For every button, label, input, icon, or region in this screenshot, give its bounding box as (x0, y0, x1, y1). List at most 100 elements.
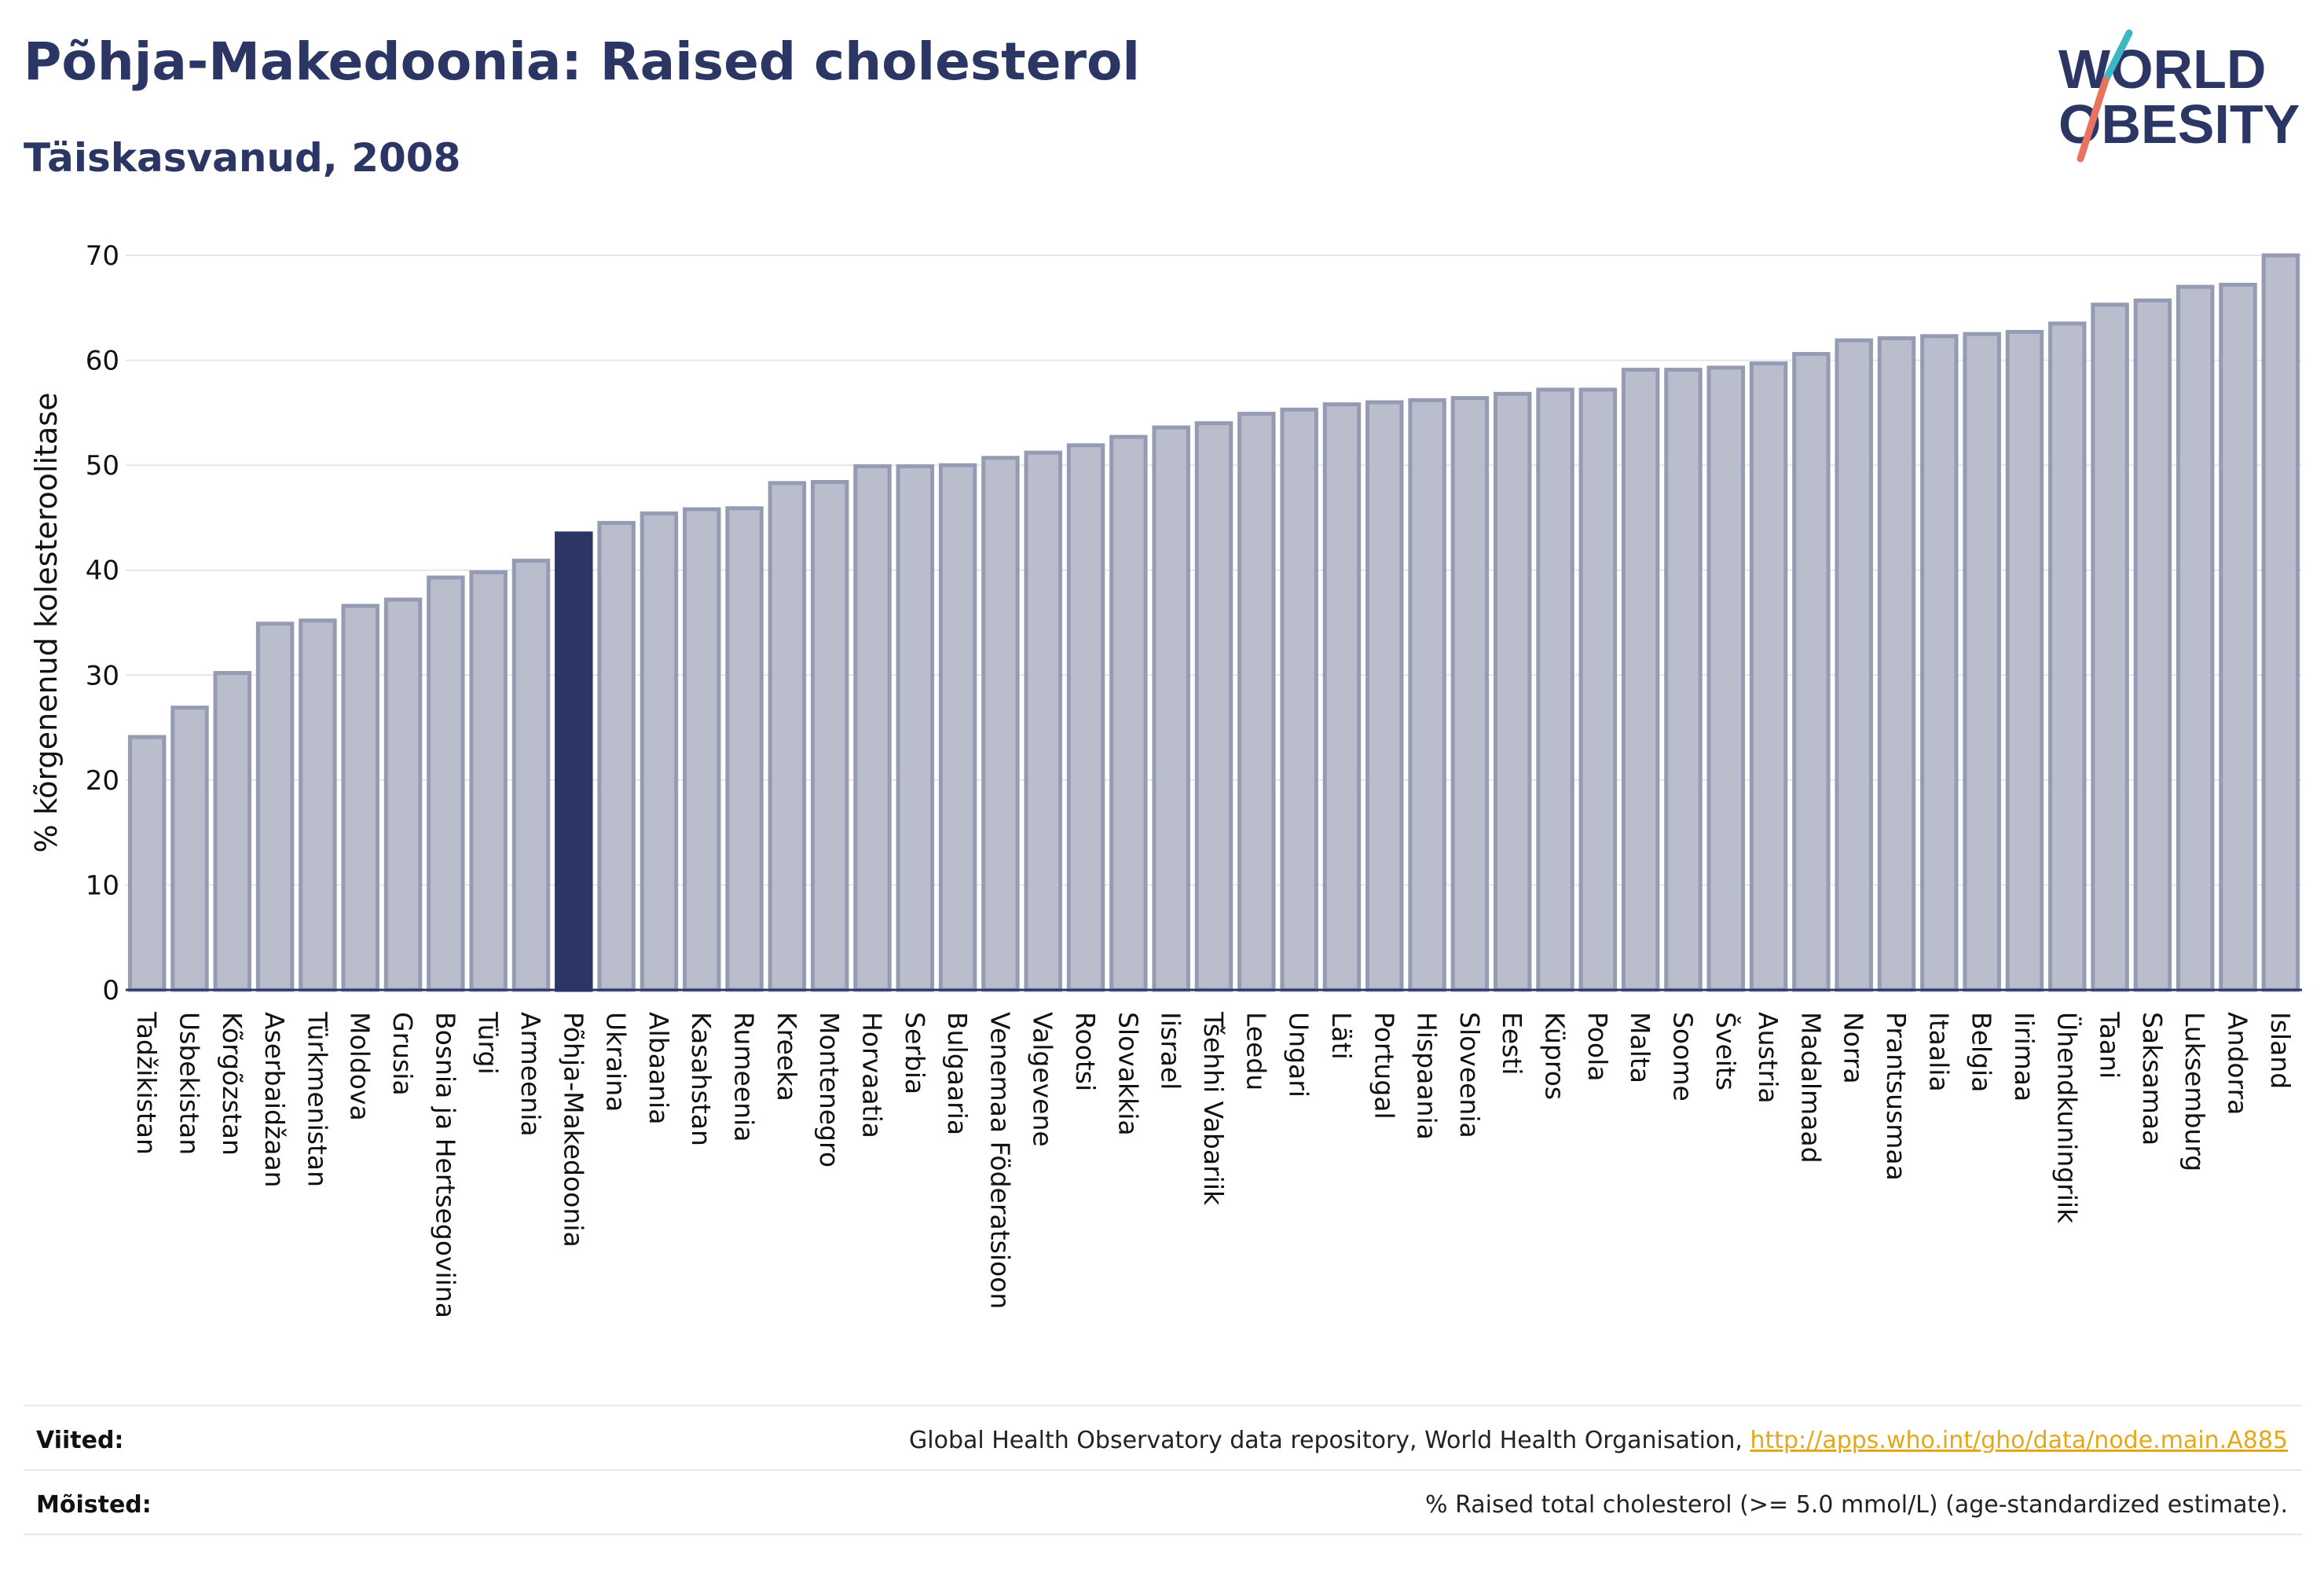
y-tick-label: 40 (86, 555, 119, 587)
bar (1536, 387, 1574, 992)
bar (2219, 282, 2257, 992)
x-tick-label: Saksamaa (2137, 1012, 2168, 1145)
bar (896, 464, 935, 992)
bar-highlight (555, 531, 593, 992)
x-tick-label: Bulgaaria (942, 1012, 973, 1135)
x-tick-label: Türgi (473, 1011, 504, 1075)
x-tick-label: Albaania (643, 1012, 674, 1124)
bar (2133, 298, 2172, 992)
y-tick-label: 60 (86, 346, 119, 377)
x-tick-label: Portugal (1369, 1012, 1399, 1120)
page-subtitle: Täiskasvanud, 2008 (24, 135, 461, 181)
x-tick-label: Luksemburg (2179, 1012, 2210, 1171)
svg-text:WORLD: WORLD (2058, 38, 2266, 100)
x-tick-label: Usbekistan (174, 1012, 204, 1155)
bar (938, 463, 977, 992)
footer-divider (24, 1469, 2302, 1471)
x-tick-label: Norra (1838, 1012, 1869, 1084)
x-tick-label: Tadžikistan (131, 1011, 162, 1155)
x-tick-label: Taani (2095, 1011, 2125, 1079)
bar (1322, 402, 1362, 992)
bar (1920, 334, 1959, 992)
x-tick-label: Valgevene (1028, 1012, 1058, 1147)
x-tick-label: Andorra (2223, 1012, 2253, 1115)
bar (1792, 352, 1831, 992)
bar (1365, 400, 1404, 992)
bar (1963, 332, 2001, 992)
y-axis-label: % kõrgenenud kolesteroolitase (29, 392, 64, 852)
x-tick-label: Slovakkia (1113, 1012, 1143, 1136)
x-tick-label: Madalmaad (1795, 1012, 1826, 1164)
definitions-label: Mõisted: (36, 1491, 152, 1519)
bar (2176, 284, 2215, 992)
x-tick-label: Bosnia ja Hertsegoviina (430, 1012, 460, 1318)
bar (127, 735, 167, 992)
x-tick-label: Põhja-Makedoonia (558, 1012, 588, 1248)
bar (1578, 387, 1618, 992)
footer-divider (24, 1405, 2302, 1406)
x-tick-label: Kasahstan (686, 1012, 717, 1146)
x-tick-label: Serbia (900, 1012, 930, 1094)
x-tick-label: Venemaa Föderatsioon (984, 1012, 1015, 1309)
x-tick-label: Austria (1753, 1012, 1783, 1104)
x-tick-label: Rootsi (1070, 1012, 1101, 1091)
bar (981, 456, 1020, 992)
x-tick-label: Tšehhi Vabariik (1198, 1011, 1229, 1206)
bar (383, 597, 423, 992)
x-tick-label: Šveits (1710, 1012, 1742, 1090)
y-tick-label: 20 (86, 765, 119, 797)
x-tick-label: Ühendkuningriik (2051, 1012, 2083, 1224)
x-tick-labels: Tadžikistan Usbekistan Kõrgõzstan Aserbaidž… (131, 1011, 2296, 1318)
y-tick-label: 50 (86, 450, 119, 482)
bar (2091, 302, 2129, 992)
x-tick-label: Aserbaidžaan (259, 1012, 290, 1188)
bar (1450, 396, 1490, 992)
y-tick-labels: 0 10 20 30 40 50 60 70 (86, 240, 119, 1006)
sources-link[interactable]: http://apps.who.int/gho/data/node.main.A… (1750, 1427, 2288, 1454)
bar (1835, 338, 1873, 992)
x-tick-label: Malta (1625, 1012, 1655, 1083)
x-tick-label: Ukraina (601, 1012, 632, 1112)
bar (640, 511, 679, 992)
x-tick-label: Poola (1582, 1012, 1613, 1082)
x-tick-label: Prantsusmaa (1881, 1012, 1912, 1181)
x-tick-label: Belgia (1967, 1012, 1997, 1092)
y-tick-label: 70 (86, 240, 119, 272)
x-tick-label: Türkmenistan (302, 1011, 332, 1187)
bar (853, 464, 892, 992)
bar (597, 521, 636, 992)
bar (213, 671, 252, 992)
x-tick-label: Iirimaa (2009, 1012, 2040, 1101)
bar (1152, 425, 1190, 992)
sources-text: Global Health Observatory data repositor… (909, 1427, 2288, 1454)
bar (1066, 443, 1105, 992)
sources-description: Global Health Observatory data repositor… (909, 1427, 1750, 1454)
x-tick-label: Moldova (345, 1012, 376, 1121)
bar (299, 618, 337, 992)
bar (341, 603, 379, 992)
sources-label: Viited: (36, 1427, 124, 1454)
x-tick-label: Armeenia (515, 1012, 546, 1137)
x-tick-label: Kõrgõzstan (217, 1012, 247, 1156)
x-tick-label: Grusia (387, 1012, 418, 1096)
x-tick-label: Montenegro (814, 1012, 845, 1167)
definitions-text: % Raised total cholesterol (>= 5.0 mmol/… (1425, 1491, 2288, 1519)
x-tick-label: Eesti (1497, 1012, 1527, 1075)
x-tick-label: Kreeka (772, 1012, 802, 1101)
bar (427, 575, 465, 992)
bar (1877, 336, 1916, 992)
x-tick-label: Soome (1667, 1012, 1698, 1101)
bar (768, 481, 807, 992)
bar (1706, 365, 1745, 992)
world-obesity-logo: WORLD OBESITY (2058, 29, 2300, 163)
x-tick-label: Küpros (1540, 1012, 1571, 1100)
x-tick-label: Rumeenia (729, 1012, 760, 1142)
bar (1024, 450, 1062, 992)
footer-divider (24, 1534, 2302, 1535)
bar (469, 570, 508, 992)
x-tick-label: Horvaatia (856, 1012, 887, 1138)
bar (1109, 434, 1148, 992)
bar-chart: 0 10 20 30 40 50 60 70 Tadžikistan Usbekistan Kõr… (29, 240, 2302, 1318)
bar (1621, 368, 1660, 992)
x-tick-label: Hispaania (1412, 1012, 1442, 1140)
